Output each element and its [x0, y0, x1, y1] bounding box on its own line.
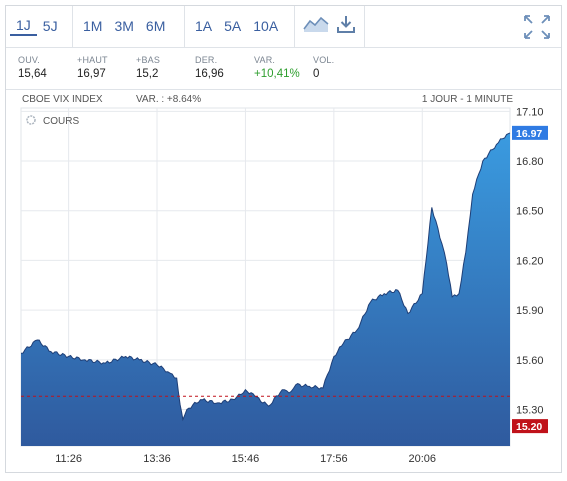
range-button-1m[interactable]: 1M [83, 18, 103, 34]
area-chart-icon[interactable] [303, 15, 329, 38]
stat-value: 0 [313, 68, 320, 80]
stat-last: DER. 16,96 [195, 55, 224, 80]
x-tick-label: 17:56 [320, 453, 348, 465]
expand-icon[interactable] [523, 14, 551, 45]
stat-high: +HAUT 16,97 [77, 55, 108, 80]
x-tick-label: 15:46 [232, 453, 260, 465]
range-group-days: 1J 5J [6, 6, 73, 47]
stat-low: +BAS 15,2 [136, 55, 160, 80]
y-tick-label: 16.50 [516, 206, 544, 218]
y-tick-label: 15.90 [516, 305, 544, 317]
stat-value: +10,41% [254, 68, 300, 80]
download-icon[interactable] [336, 14, 356, 39]
reference-value-badge [512, 419, 548, 434]
instrument-name: CBOE VIX INDEX [22, 94, 103, 105]
range-button-1j[interactable]: 1J [10, 17, 37, 36]
y-tick-label: 16.20 [516, 255, 544, 267]
stat-value: 15,2 [136, 68, 159, 80]
stat-volume: VOL. 0 [313, 55, 334, 80]
price-area [21, 132, 510, 446]
stats-bar: OUV. 15,64 +HAUT 16,97 +BAS 15,2 DER. 16… [6, 48, 561, 90]
x-tick-label: 20:06 [409, 453, 437, 465]
y-tick-label: 15.60 [516, 355, 544, 367]
range-group-months: 1M 3M 6M [73, 6, 185, 47]
range-button-5j[interactable]: 5J [42, 18, 58, 34]
x-tick-label: 13:36 [143, 453, 171, 465]
stat-value: 16,97 [77, 68, 106, 80]
series-toggle-label[interactable]: COURS [43, 116, 79, 127]
stat-value: 15,64 [18, 68, 47, 80]
y-tick-label: 16.80 [516, 156, 544, 168]
y-tick-label: 15.30 [516, 405, 544, 417]
stat-variation: VAR. +10,41% [254, 55, 300, 80]
range-button-5a[interactable]: 5A [224, 18, 242, 34]
range-button-10a[interactable]: 10A [253, 18, 279, 34]
stat-label: DER. [195, 55, 218, 65]
stat-label: +BAS [136, 55, 161, 65]
last-value-badge [512, 125, 548, 140]
chart-period: 1 JOUR - 1 MINUTE [421, 94, 513, 105]
range-button-6m[interactable]: 6M [145, 18, 166, 34]
tool-group [295, 6, 365, 47]
stat-label: VOL. [313, 55, 335, 65]
last-value-label: 16.97 [516, 128, 542, 140]
range-button-3m[interactable]: 3M [114, 18, 134, 34]
stat-label: +HAUT [77, 55, 108, 65]
stat-label: VAR. [254, 55, 276, 65]
stat-open: OUV. 15,64 [18, 55, 47, 80]
reference-value-label: 15.20 [516, 421, 542, 433]
gear-icon[interactable] [26, 115, 36, 125]
toolbar: 1J 5J 1M 3M 6M 1A 5A 10A [6, 6, 561, 48]
stat-label: OUV. [18, 55, 40, 65]
chart-variation: VAR. : +8.64% [136, 94, 202, 105]
range-button-1a[interactable]: 1A [195, 18, 213, 34]
y-tick-label: 17.10 [516, 106, 544, 118]
range-group-years: 1A 5A 10A [185, 6, 295, 47]
price-line [20, 132, 511, 422]
x-tick-label: 11:26 [55, 453, 82, 465]
stat-value: 16,96 [195, 68, 224, 80]
